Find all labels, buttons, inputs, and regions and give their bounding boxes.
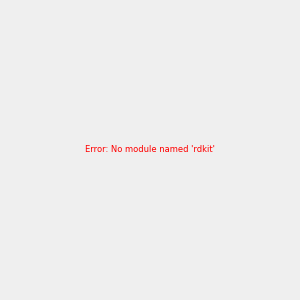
Text: Error: No module named 'rdkit': Error: No module named 'rdkit' — [85, 146, 215, 154]
